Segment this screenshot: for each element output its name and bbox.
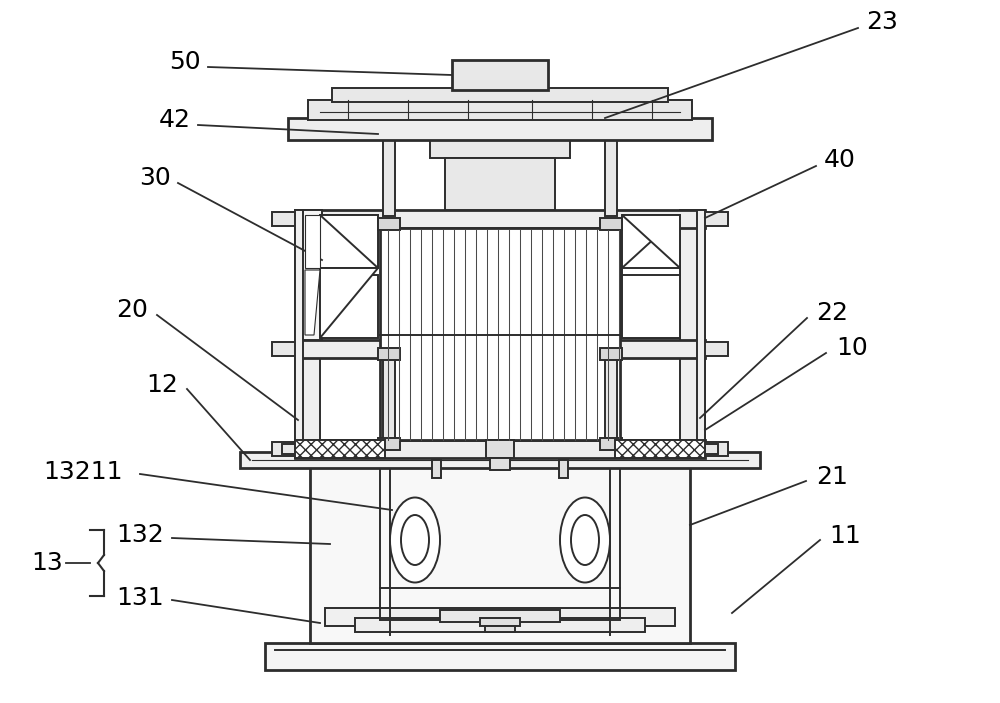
Text: 13: 13 xyxy=(31,551,63,575)
Bar xyxy=(600,130,622,138)
Bar xyxy=(295,210,705,228)
Bar xyxy=(703,342,728,356)
Ellipse shape xyxy=(401,515,429,565)
Bar xyxy=(432,460,441,478)
Bar xyxy=(600,218,622,230)
Bar xyxy=(380,228,620,440)
Bar xyxy=(600,438,622,450)
Polygon shape xyxy=(305,270,320,335)
Bar xyxy=(430,140,570,158)
Bar xyxy=(240,452,760,468)
Bar xyxy=(295,210,303,458)
Bar xyxy=(452,60,548,90)
Bar xyxy=(378,438,400,450)
Text: 131: 131 xyxy=(116,586,164,610)
Ellipse shape xyxy=(571,515,599,565)
Bar xyxy=(703,442,728,456)
Bar xyxy=(272,212,297,226)
Bar xyxy=(325,608,675,626)
Text: 30: 30 xyxy=(139,166,171,190)
Bar xyxy=(295,440,705,458)
Bar xyxy=(332,88,668,102)
Bar xyxy=(308,100,692,120)
Text: 22: 22 xyxy=(816,301,848,325)
Bar xyxy=(378,130,400,138)
Bar xyxy=(295,440,385,458)
Polygon shape xyxy=(302,210,322,340)
Bar xyxy=(288,118,712,140)
Text: 21: 21 xyxy=(816,465,848,489)
Polygon shape xyxy=(622,268,680,338)
Bar xyxy=(680,210,705,452)
Text: 42: 42 xyxy=(159,108,191,132)
Text: 20: 20 xyxy=(116,298,148,322)
Bar xyxy=(383,134,395,216)
Polygon shape xyxy=(320,275,378,338)
Bar xyxy=(704,444,718,454)
Bar xyxy=(480,618,520,626)
Bar xyxy=(485,626,515,632)
Bar xyxy=(559,460,568,478)
Bar xyxy=(697,210,705,458)
Polygon shape xyxy=(622,215,680,268)
Ellipse shape xyxy=(560,498,610,583)
Bar xyxy=(605,358,617,440)
Bar xyxy=(355,618,645,632)
Bar xyxy=(272,342,297,356)
Ellipse shape xyxy=(390,498,440,583)
Bar xyxy=(380,462,620,620)
Text: 132: 132 xyxy=(116,523,164,547)
Bar xyxy=(383,358,395,440)
Bar xyxy=(265,643,735,670)
Polygon shape xyxy=(320,215,378,268)
Text: 50: 50 xyxy=(169,50,201,74)
Text: 23: 23 xyxy=(866,10,898,34)
Bar xyxy=(445,158,555,210)
Bar xyxy=(378,218,400,230)
Bar xyxy=(295,210,320,452)
Bar xyxy=(703,212,728,226)
Text: 10: 10 xyxy=(836,336,868,360)
Text: 40: 40 xyxy=(824,148,856,172)
Bar xyxy=(615,440,705,458)
Polygon shape xyxy=(320,268,378,338)
Bar xyxy=(295,340,705,358)
Bar xyxy=(272,442,297,456)
Bar xyxy=(605,134,617,216)
Polygon shape xyxy=(320,215,378,268)
Bar xyxy=(600,348,622,360)
Bar xyxy=(440,610,560,622)
Bar xyxy=(282,444,296,454)
Bar xyxy=(378,348,400,360)
Polygon shape xyxy=(622,275,680,338)
Text: 11: 11 xyxy=(829,524,861,548)
Polygon shape xyxy=(622,215,680,268)
Bar xyxy=(310,460,690,643)
Bar xyxy=(490,458,510,470)
Polygon shape xyxy=(305,215,320,268)
Bar xyxy=(486,440,514,458)
Text: 13211: 13211 xyxy=(43,460,123,484)
Text: 12: 12 xyxy=(146,373,178,397)
